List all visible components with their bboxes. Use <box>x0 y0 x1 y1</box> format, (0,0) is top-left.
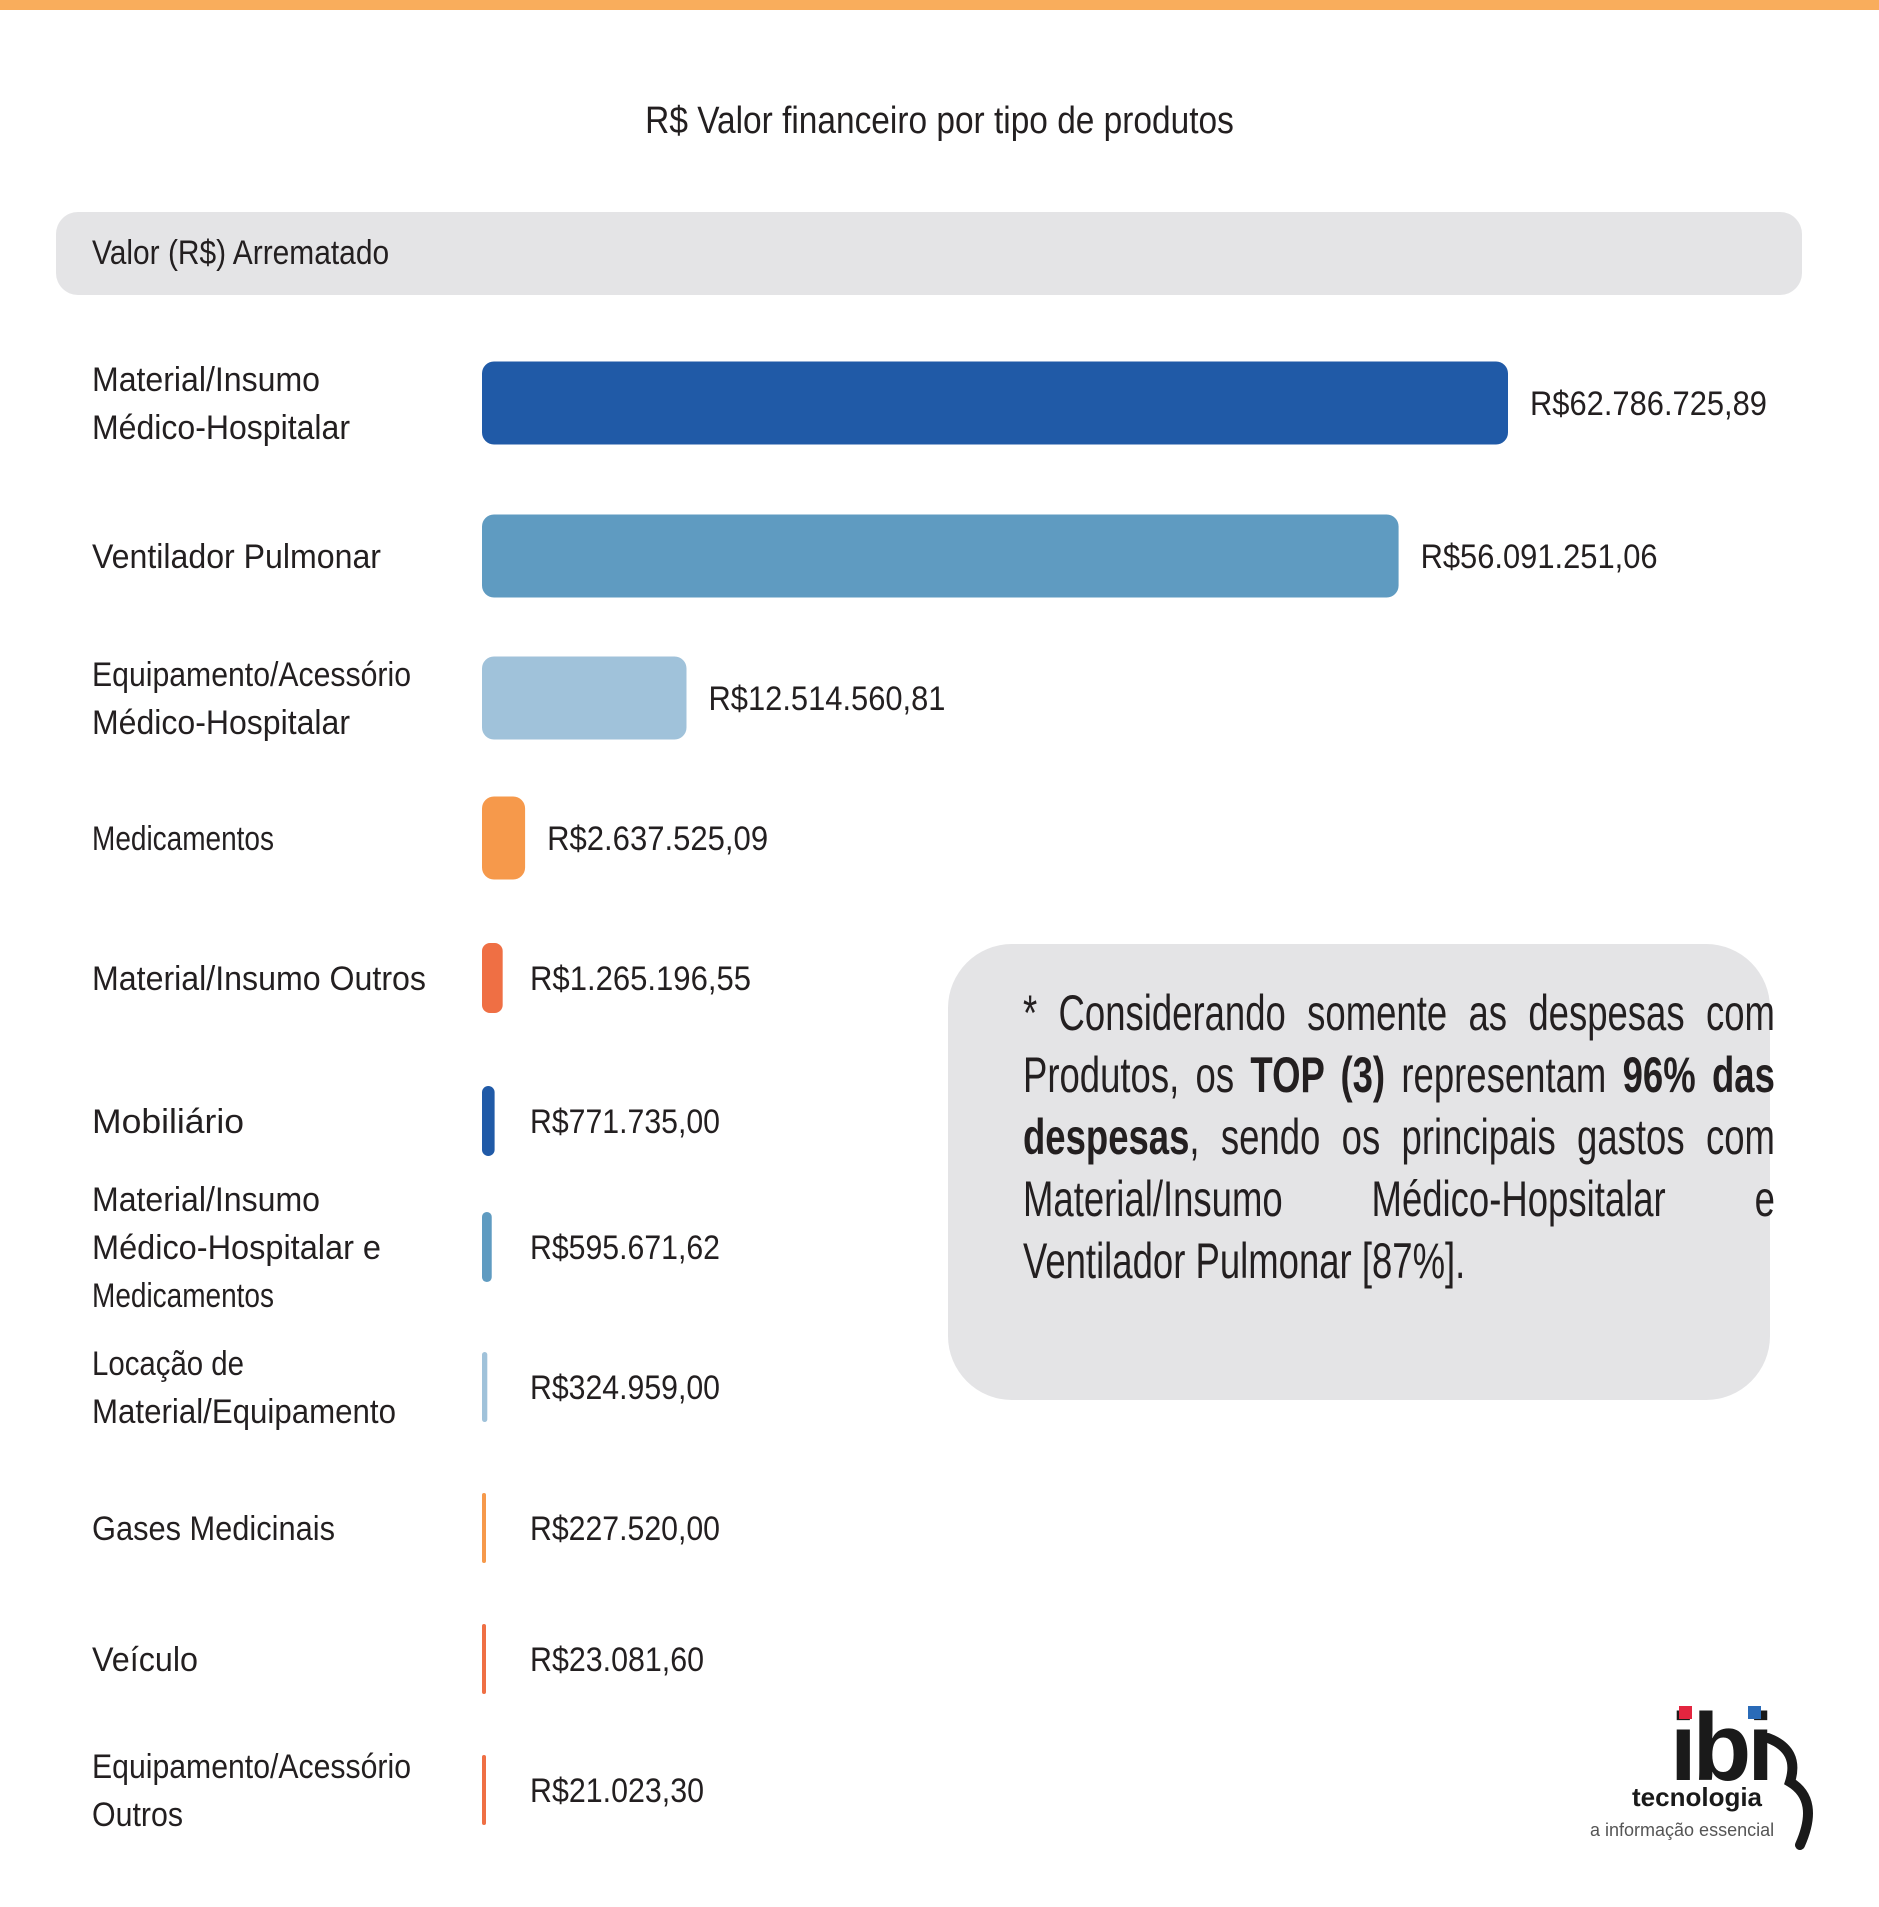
bar-value-label: R$1.265.196,55 <box>530 960 751 998</box>
bar <box>482 1352 488 1422</box>
category-label: Medicamentos <box>92 820 274 858</box>
bar <box>482 361 1508 445</box>
bar-value-label: R$771.735,00 <box>530 1103 720 1141</box>
category-label: Locação de <box>92 1345 244 1383</box>
category-label: Mobiliário <box>92 1103 244 1141</box>
logo-tagline-secondary: a informação essencial <box>1590 1820 1775 1840</box>
bar <box>482 1086 495 1156</box>
series-header-label: Valor (R$) Arrematado <box>92 234 390 272</box>
category-label: Outros <box>92 1796 183 1834</box>
series-header-bar: Valor (R$) Arrematado <box>56 212 1802 295</box>
note-segment: , sendo os principais gastos com Materia… <box>1023 1109 1775 1289</box>
bar-value-label: R$56.091.251,06 <box>1421 538 1658 576</box>
logo-blue-dot <box>1748 1706 1761 1719</box>
bar-value-label: R$595.671,62 <box>530 1229 720 1267</box>
category-label: Equipamento/Acessório <box>92 1748 411 1786</box>
company-logo: ibi tecnologia a informação essencial <box>1560 1700 1830 1850</box>
bar <box>482 943 503 1013</box>
category-label: Material/Insumo <box>92 361 320 399</box>
bar-value-label: R$227.520,00 <box>530 1510 720 1548</box>
category-label: Equipamento/Acessório <box>92 656 411 694</box>
bar <box>482 514 1399 598</box>
category-label: Ventilador Pulmonar <box>92 538 381 576</box>
note-emphasis: 96% das despesas <box>1023 1047 1775 1165</box>
note-text: * Considerando somente as despesas com P… <box>1023 982 1775 1292</box>
category-label: Medicamentos <box>92 1277 274 1315</box>
note-emphasis: TOP (3) <box>1250 1047 1386 1103</box>
category-label: Gases Medicinais <box>92 1510 335 1548</box>
bar <box>482 796 526 880</box>
note-segment: representam <box>1385 1047 1623 1103</box>
note-segment: * Considerando somente as despesas com P… <box>1023 985 1775 1103</box>
bar <box>482 1624 486 1694</box>
bar-value-label: R$23.081,60 <box>530 1641 704 1679</box>
category-label: Médico-Hospitalar <box>92 409 350 447</box>
logo-tagline-primary: tecnologia <box>1632 1782 1763 1812</box>
chart-title: R$ Valor financeiro por tipo de produtos <box>645 100 1234 142</box>
bar-value-label: R$62.786.725,89 <box>1530 385 1767 423</box>
category-label: Veículo <box>92 1641 198 1679</box>
bar <box>482 656 687 740</box>
logo-arc-icon <box>1763 1733 1813 1850</box>
note-box: * Considerando somente as despesas com P… <box>948 944 1775 1400</box>
bar-value-label: R$2.637.525,09 <box>547 820 768 858</box>
bar-value-label: R$324.959,00 <box>530 1369 720 1407</box>
top-accent-rule <box>0 0 1879 10</box>
bar <box>482 1212 492 1282</box>
bar <box>482 1755 486 1825</box>
category-label: Material/Insumo Outros <box>92 960 426 998</box>
category-label: Médico-Hospitalar <box>92 704 350 742</box>
category-label: Material/Insumo <box>92 1181 320 1219</box>
bar-value-label: R$21.023,30 <box>530 1772 704 1810</box>
category-label: Material/Equipamento <box>92 1393 396 1431</box>
logo-red-dot <box>1679 1706 1692 1719</box>
bar <box>482 1493 486 1563</box>
bar-value-label: R$12.514.560,81 <box>709 680 946 718</box>
category-label: Médico-Hospitalar e <box>92 1229 381 1267</box>
